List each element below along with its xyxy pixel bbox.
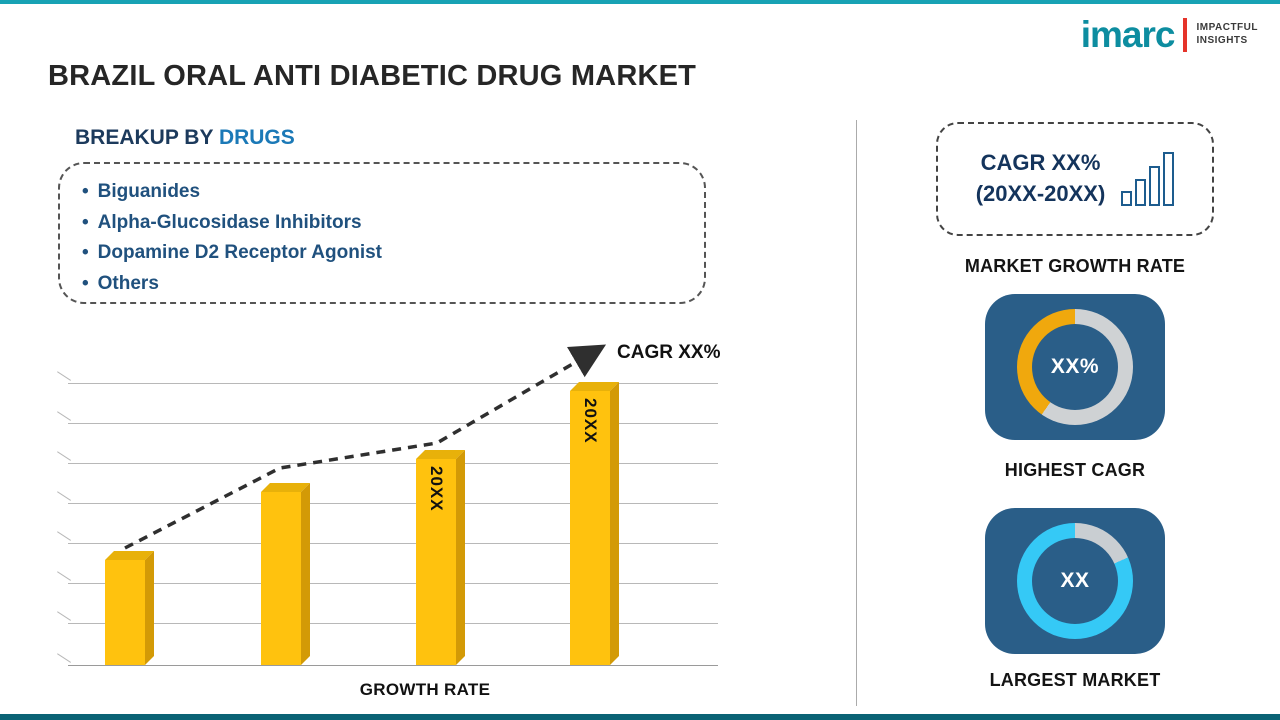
gridline: [57, 491, 718, 504]
gridline: [57, 611, 718, 624]
bar-value-label: 20XX: [427, 466, 446, 512]
bullet-icon: •: [82, 242, 89, 263]
list-item-label: Dopamine D2 Receptor Agonist: [97, 242, 382, 263]
bar-value-label: 20XX: [581, 398, 600, 444]
top-accent-bar: [0, 0, 1280, 4]
list-item-label: Others: [97, 272, 159, 294]
bar-chart-icon: [1121, 152, 1175, 206]
gridline: [57, 371, 718, 384]
imarc-logo: imarc IMPACTFUL INSIGHTS: [1081, 16, 1258, 53]
bottom-accent-bar: [0, 714, 1280, 720]
bullet-icon: •: [82, 211, 89, 233]
bar-series-1: [105, 560, 145, 665]
donut-chart-largest-market: XX: [1017, 523, 1133, 639]
market-growth-rate-box: CAGR XX% (20XX-20XX): [936, 122, 1214, 236]
list-item: • Biguanides: [82, 177, 682, 208]
list-item: • Others: [82, 269, 682, 300]
breakup-heading-highlight: DRUGS: [218, 126, 295, 149]
highest-cagr-card: XX%: [985, 294, 1165, 440]
logo-tagline: IMPACTFUL INSIGHTS: [1196, 22, 1258, 47]
gridline: [57, 451, 718, 464]
bullet-icon: •: [82, 181, 89, 202]
donut-value: XX: [1060, 569, 1090, 592]
list-item: • Alpha-Glucosidase Inhibitors: [82, 208, 682, 239]
cagr-line1: CAGR XX%: [980, 150, 1101, 176]
cagr-line2: (20XX-20XX): [975, 181, 1106, 206]
cagr-text: CAGR XX% (20XX-20XX): [976, 148, 1106, 210]
list-item-label: Alpha-Glucosidase Inhibitors: [97, 211, 362, 233]
donut-chart-highest-cagr: XX%: [1017, 309, 1133, 425]
trend-arrow: [124, 344, 607, 550]
breakup-heading: BREAKUP BY DRUGS: [75, 126, 295, 150]
bar-series-4: 20XX: [570, 391, 610, 665]
gridline: [57, 571, 718, 584]
bar-series-2: [261, 492, 301, 665]
bullet-icon: •: [82, 272, 89, 294]
list-item: • Dopamine D2 Receptor Agonist: [82, 238, 682, 269]
market-growth-rate-label: MARKET GROWTH RATE: [964, 256, 1186, 276]
logo-divider-bar: [1183, 17, 1188, 52]
gridline: [57, 531, 718, 544]
x-axis-label: GROWTH RATE: [359, 680, 491, 699]
page-title: BRAZIL ORAL ANTI DIABETIC DRUG MARKET: [48, 60, 697, 92]
breakup-heading-prefix: BREAKUP BY: [75, 126, 219, 149]
bar-chart-grid: [57, 371, 718, 666]
vertical-divider: [856, 120, 857, 706]
list-item-label: Biguanides: [97, 181, 201, 202]
donut-value: XX%: [1050, 355, 1100, 378]
bar-series-3: 20XX: [416, 459, 456, 665]
largest-market-card: XX: [985, 508, 1165, 654]
highest-cagr-label: HIGHEST CAGR: [1004, 460, 1146, 480]
cagr-annotation: CAGR XX%: [617, 342, 721, 363]
gridline: [57, 411, 718, 424]
logo-tagline-line2: INSIGHTS: [1196, 34, 1248, 46]
breakup-list-box: • Biguanides • Alpha-Glucosidase Inhibit…: [58, 162, 706, 304]
logo-tagline-line1: IMPACTFUL: [1196, 22, 1258, 33]
imarc-logo-text: imarc: [1080, 14, 1176, 55]
x-axis-line: [57, 653, 718, 666]
largest-market-label: LARGEST MARKET: [989, 670, 1161, 690]
